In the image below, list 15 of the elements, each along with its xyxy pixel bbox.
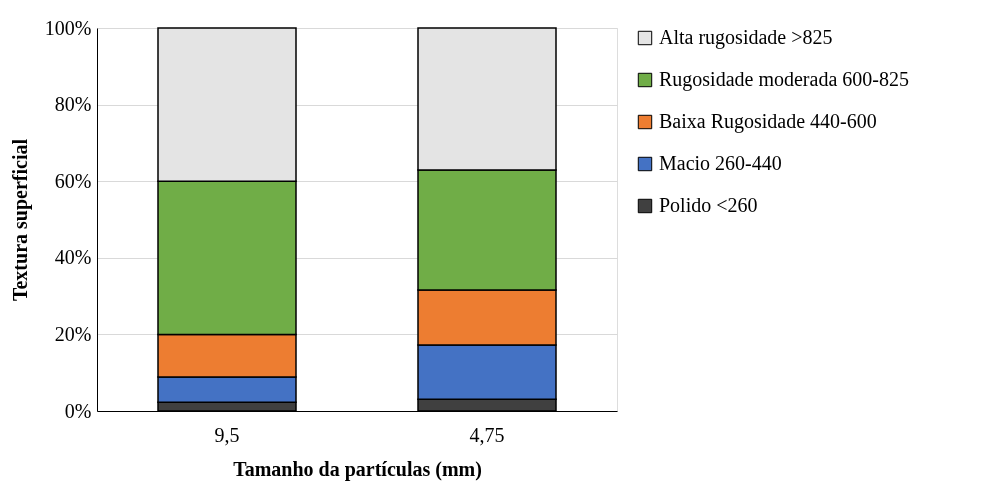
legend-label: Rugosidade moderada 600-825 bbox=[659, 68, 909, 91]
x-axis-title: Tamanho da partículas (mm) bbox=[233, 457, 482, 481]
legend-label: Polido <260 bbox=[659, 194, 758, 216]
y-tick-label: 60% bbox=[54, 169, 92, 192]
x-tick-label: 9,5 bbox=[214, 423, 240, 446]
x-tick-label: 4,75 bbox=[469, 423, 505, 446]
legend-label: Alta rugosidade >825 bbox=[659, 26, 833, 49]
y-axis-title: Textura superficial bbox=[8, 138, 32, 302]
legend-label: Macio 260-440 bbox=[659, 152, 782, 174]
y-tick-label: 80% bbox=[54, 93, 92, 116]
legend-label: Baixa Rugosidade 440-600 bbox=[659, 110, 877, 133]
y-tick-label: 40% bbox=[54, 246, 92, 269]
y-tick-label: 100% bbox=[44, 16, 92, 39]
y-tick-label: 0% bbox=[64, 399, 92, 422]
y-tick-label: 20% bbox=[54, 322, 92, 345]
